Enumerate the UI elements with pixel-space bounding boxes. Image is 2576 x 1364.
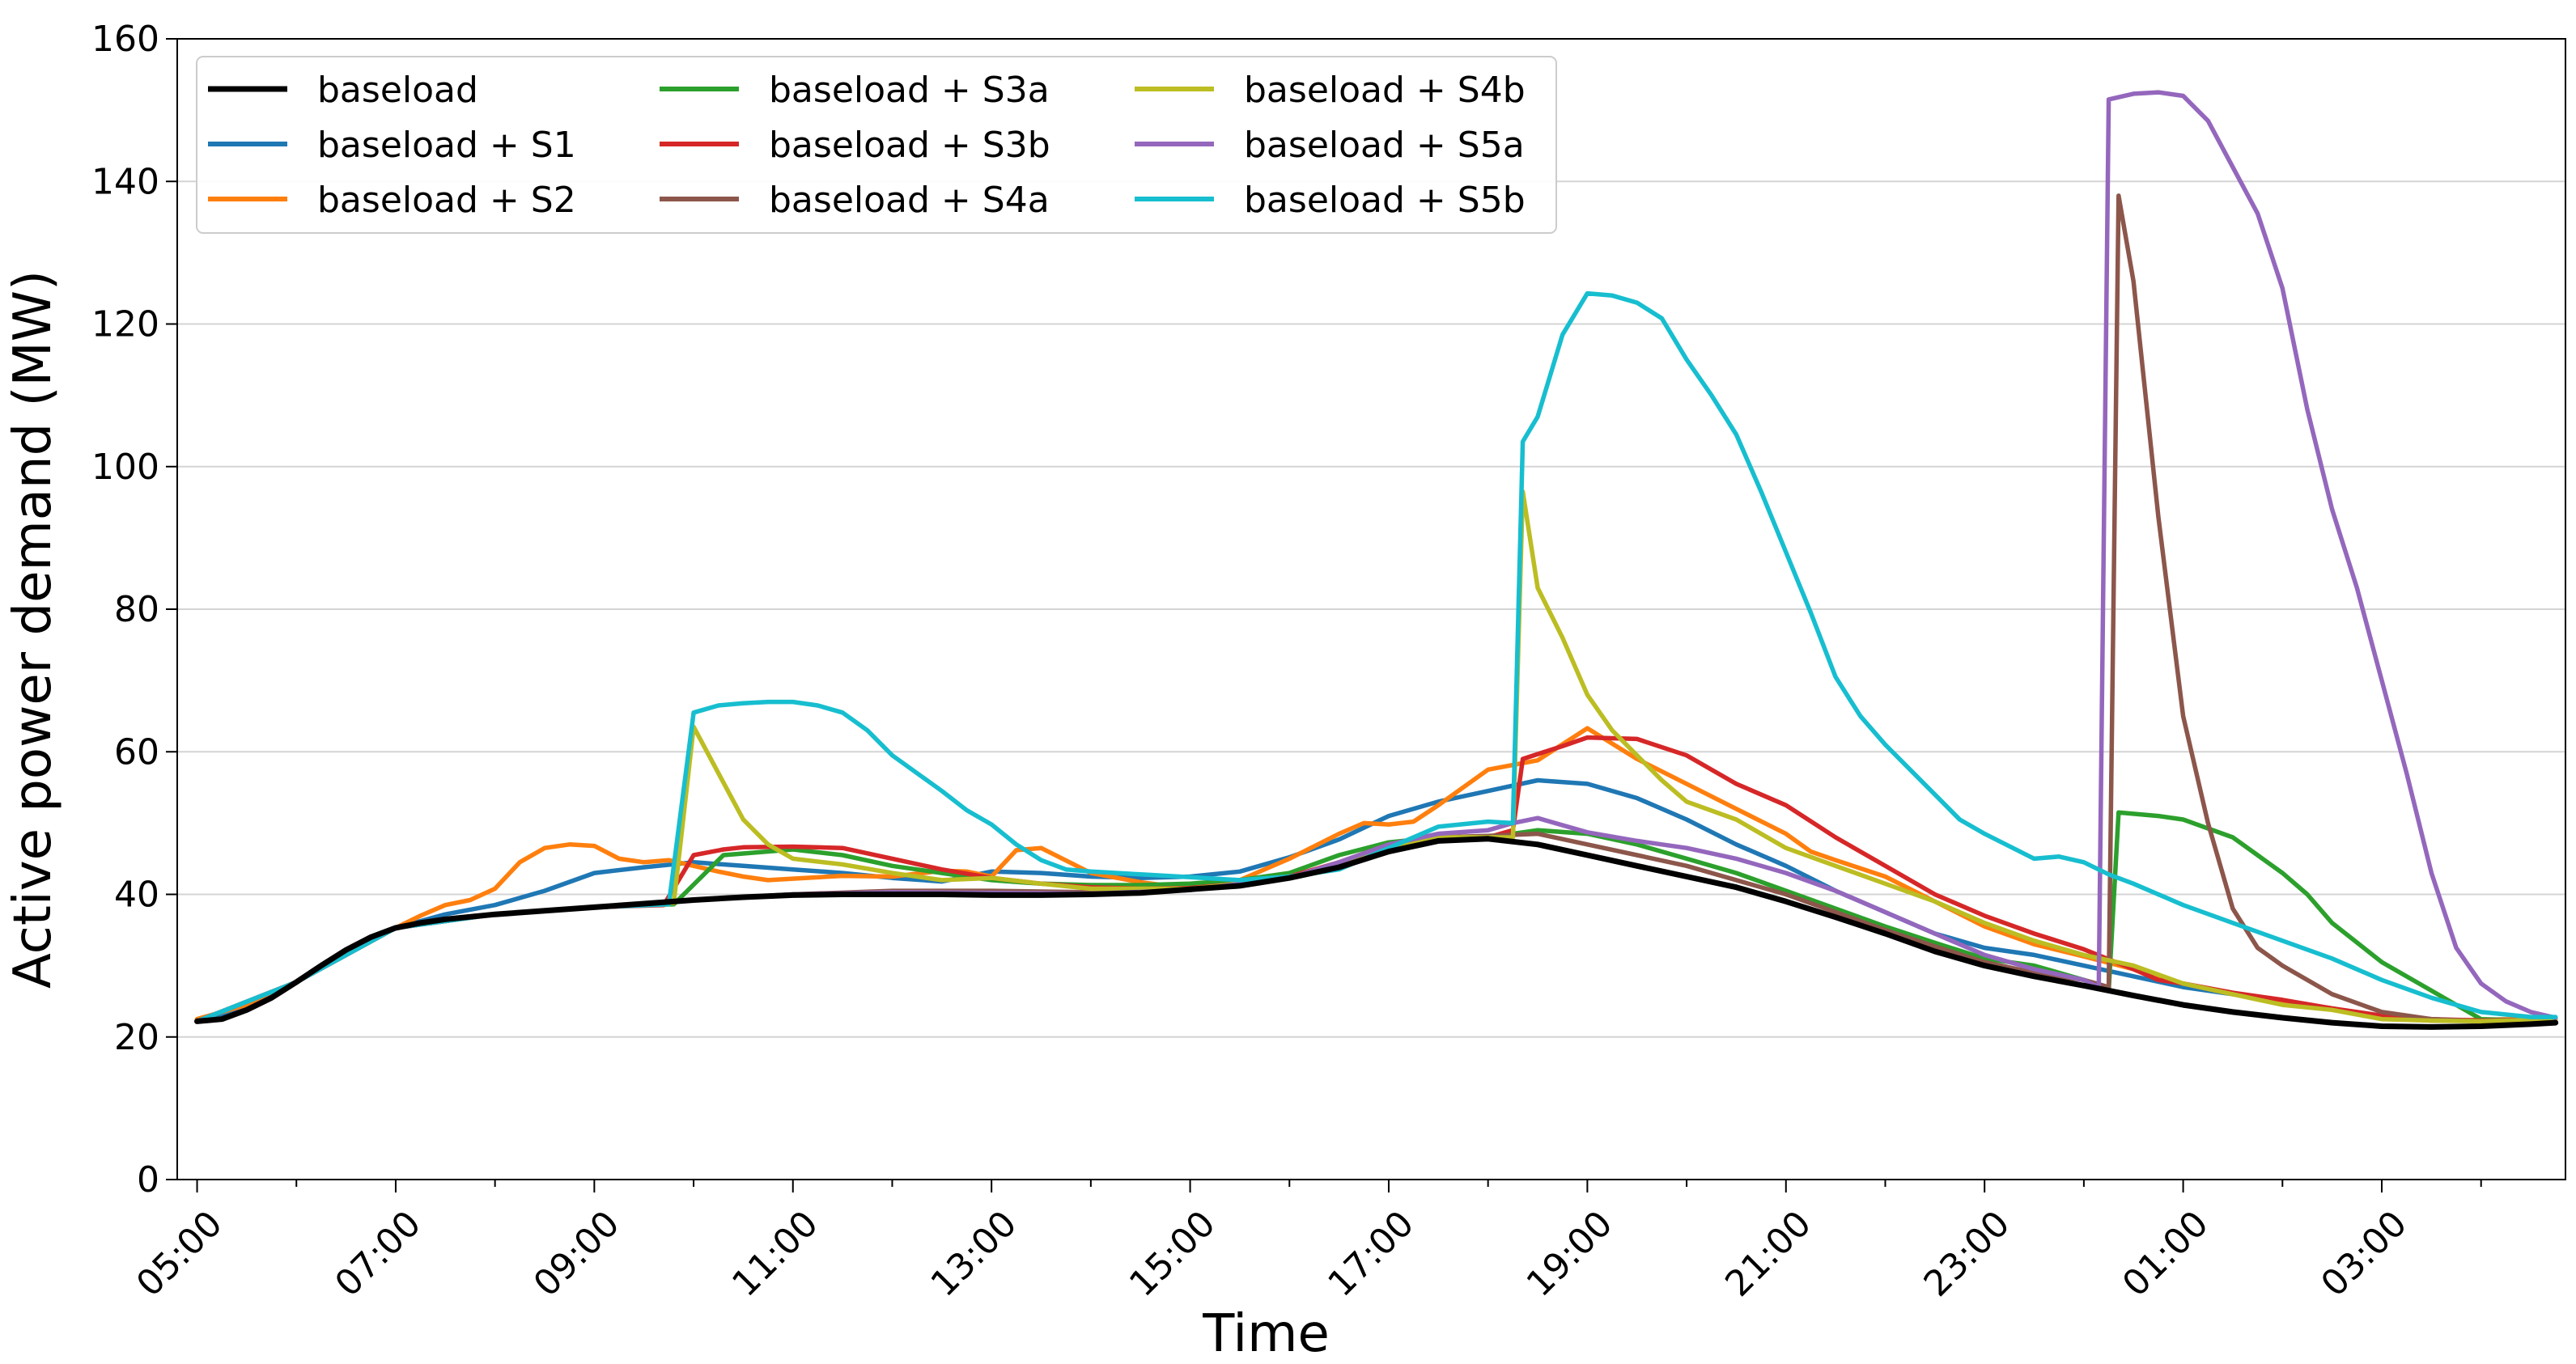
y-tick-label: 60 (114, 731, 159, 773)
y-axis-ticks: 0 20 40 60 80 100 120 140 160 (91, 19, 177, 1201)
legend-label: baseload (317, 70, 478, 111)
series-line-baseload (194, 836, 2559, 1030)
legend-label: baseload + S1 (317, 125, 576, 166)
series-lines (194, 90, 2559, 1030)
series-line-baseload-s3a (194, 810, 2558, 1024)
y-tick-label: 40 (114, 875, 159, 916)
legend-label: baseload + S5a (1244, 125, 1525, 166)
y-tick-label: 80 (114, 589, 159, 630)
y-tick-label: 120 (91, 304, 159, 345)
series-line-baseload-s1 (194, 777, 2558, 1024)
legend-box (196, 56, 1557, 234)
y-axis-label: Active power demand (MW) (3, 270, 63, 989)
series-line-baseload-s5b (194, 290, 2558, 1024)
y-tick-label: 0 (137, 1159, 159, 1201)
y-tick-label: 20 (114, 1017, 159, 1058)
legend-label: baseload + S5b (1244, 180, 1526, 221)
legend-label: baseload + S2 (317, 180, 576, 221)
legend-label: baseload + S3b (769, 125, 1050, 166)
legend-label: baseload + S4b (1244, 70, 1526, 111)
legend: baseload baseload + S1 baseload + S2 baselo… (196, 56, 1557, 234)
y-tick-label: 140 (91, 161, 159, 202)
y-tick-label: 160 (91, 19, 159, 60)
legend-label: baseload + S4a (769, 180, 1050, 221)
series-line-baseload-s4b (194, 489, 2558, 1024)
legend-label: baseload + S3a (769, 70, 1050, 111)
y-tick-label: 100 (91, 447, 159, 488)
x-axis-label: Time (1202, 1304, 1330, 1364)
